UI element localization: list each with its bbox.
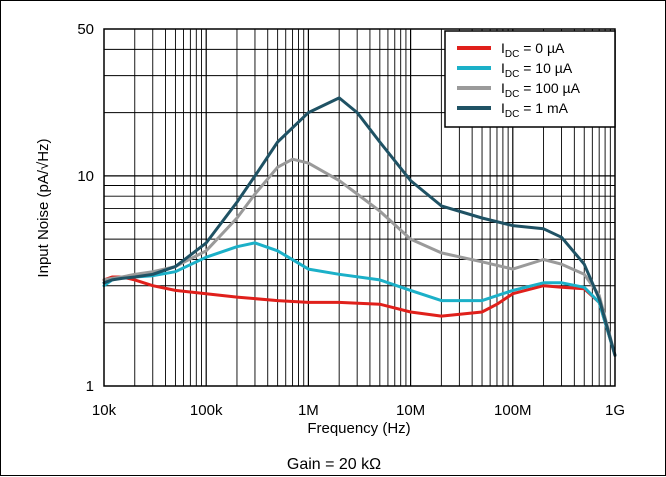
x-tick-label: 100k [190,402,223,419]
y-tick-label: 50 [77,21,94,38]
x-tick-label: 100M [494,402,532,419]
x-tick-label: 10M [396,402,425,419]
series-line [102,157,617,357]
x-tick-label: 1G [605,402,625,419]
legend-label: IDC = 1 mA [501,100,569,120]
legend-label: IDC = 100 µA [501,80,581,100]
series-layer [102,96,617,357]
y-tick-label: 1 [86,378,94,395]
series-line [102,96,617,357]
y-axis-label: Input Noise (pA/√Hz) [35,138,52,277]
x-axis-label: Frequency (Hz) [307,420,410,437]
tick-labels: 10k 100k 1M 10M 100M 1G 1 10 50 [77,21,625,419]
plot-border [103,28,616,387]
legend-label: IDC = 0 µA [501,40,565,60]
x-tick-label: 10k [92,402,117,419]
y-tick-label: 10 [77,168,94,185]
legend-label: IDC = 10 µA [501,60,573,80]
series-line [102,275,617,357]
gain-caption: Gain = 20 kΩ [287,456,381,473]
x-tick-label: 1M [298,402,319,419]
